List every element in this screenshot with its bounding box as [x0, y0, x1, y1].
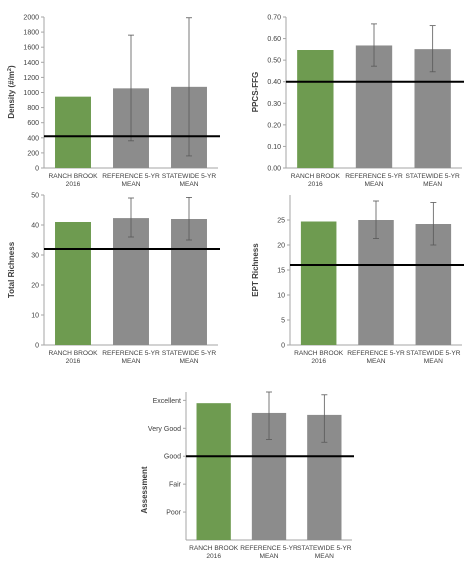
y-tick-label: Excellent: [153, 398, 181, 405]
y-tick-label: 0.60: [267, 36, 281, 43]
y-tick-label: 10: [277, 293, 285, 300]
y-tick-label: 15: [277, 268, 285, 275]
y-axis-title: Assessment: [140, 466, 149, 513]
x-category-label: STATEWIDE 5-YR: [162, 350, 217, 357]
x-category-label: REFERENCE 5-YR: [240, 545, 298, 552]
y-tick-label: 1400: [23, 60, 39, 67]
y-tick-label: 1800: [23, 30, 39, 37]
x-category-label: MEAN: [366, 358, 385, 365]
x-category-label: RANCH BROOK: [189, 545, 239, 552]
x-category-label: MEAN: [364, 181, 383, 188]
x-category-label: 2016: [308, 181, 323, 188]
x-category-label: MEAN: [259, 553, 278, 560]
y-tick-label: 1000: [23, 90, 39, 97]
y-tick-label: 0: [281, 343, 285, 350]
x-category-label: MEAN: [121, 181, 140, 188]
x-category-label: MEAN: [179, 181, 198, 188]
chart-panel-2: 0.00 0.10 0.20 0.30 0.40 0.50 0.60 0.70 RANCH BR…: [251, 15, 464, 188]
bar-site: [300, 221, 337, 345]
y-tick-label: 1600: [23, 45, 39, 52]
y-tick-label: 200: [27, 150, 39, 157]
y-tick-label: 25: [277, 218, 285, 225]
x-category-label: REFERENCE 5-YR: [102, 350, 160, 357]
x-category-label: MEAN: [121, 358, 140, 365]
y-tick-label: 0.50: [267, 58, 281, 65]
y-tick-label: Poor: [166, 510, 181, 517]
y-tick-label: 600: [27, 120, 39, 127]
x-category-label: 2016: [66, 181, 81, 188]
y-tick-label: 0.40: [267, 79, 281, 86]
bar-site: [297, 50, 334, 168]
x-category-label: RANCH BROOK: [294, 350, 344, 357]
y-tick-label: 0: [35, 166, 39, 173]
y-tick-label: 800: [27, 105, 39, 112]
y-tick-label: Good: [164, 454, 181, 461]
y-axis-title: Density (#/m2): [7, 65, 16, 119]
x-category-label: STATEWIDE 5-YR: [162, 173, 217, 180]
y-tick-label: 400: [27, 135, 39, 142]
chart-panel-5: Poor Fair Good Very Good Excellent RANCH BROO…: [140, 391, 354, 560]
x-category-label: MEAN: [423, 181, 442, 188]
y-tick-label: 50: [31, 193, 39, 200]
x-category-label: 2016: [311, 358, 326, 365]
y-tick-label: 1200: [23, 75, 39, 82]
bar-reference: [358, 220, 394, 345]
y-tick-label: 10: [31, 313, 39, 320]
y-tick-label: 20: [31, 283, 39, 290]
y-tick-label: 40: [31, 223, 39, 230]
x-category-label: STATEWIDE 5-YR: [406, 350, 461, 357]
y-axis-title: EPT Richness: [251, 243, 260, 297]
y-tick-label: 30: [31, 253, 39, 260]
bar-reference: [113, 218, 149, 345]
x-category-label: RANCH BROOK: [48, 350, 98, 357]
bar-site: [196, 403, 231, 540]
y-tick-label: 0.00: [267, 166, 281, 173]
x-category-label: RANCH BROOK: [291, 173, 341, 180]
y-tick-label: Very Good: [148, 426, 181, 433]
x-category-label: RANCH BROOK: [48, 173, 98, 180]
y-axis-title: PPCS-FFG: [251, 72, 260, 112]
x-category-label: 2016: [206, 553, 221, 560]
y-tick-label: 0.70: [267, 15, 281, 22]
x-category-label: STATEWIDE 5-YR: [405, 173, 460, 180]
x-category-label: MEAN: [179, 358, 198, 365]
y-tick-label: 0: [35, 343, 39, 350]
x-category-label: 2016: [66, 358, 81, 365]
bar-site: [55, 96, 91, 168]
x-category-label: REFERENCE 5-YR: [345, 173, 403, 180]
y-tick-label: 0.30: [267, 101, 281, 108]
y-tick-label: 2000: [23, 15, 39, 22]
y-tick-label: Fair: [169, 482, 182, 489]
y-axis-title: Total Richness: [7, 241, 16, 298]
y-tick-label: 5: [281, 318, 285, 325]
x-category-label: REFERENCE 5-YR: [102, 173, 160, 180]
y-tick-label: 0.10: [267, 144, 281, 151]
x-category-label: REFERENCE 5-YR: [347, 350, 405, 357]
x-category-label: MEAN: [315, 553, 334, 560]
chart-panel-1: 0 200 400 600 800 1000 1200 1400 1600 1800 2000 RAN…: [7, 15, 220, 188]
x-category-label: STATEWIDE 5-YR: [297, 545, 352, 552]
bar-site: [55, 222, 91, 345]
y-tick-label: 20: [277, 243, 285, 250]
x-category-label: MEAN: [424, 358, 443, 365]
y-tick-label: 0.20: [267, 122, 281, 129]
